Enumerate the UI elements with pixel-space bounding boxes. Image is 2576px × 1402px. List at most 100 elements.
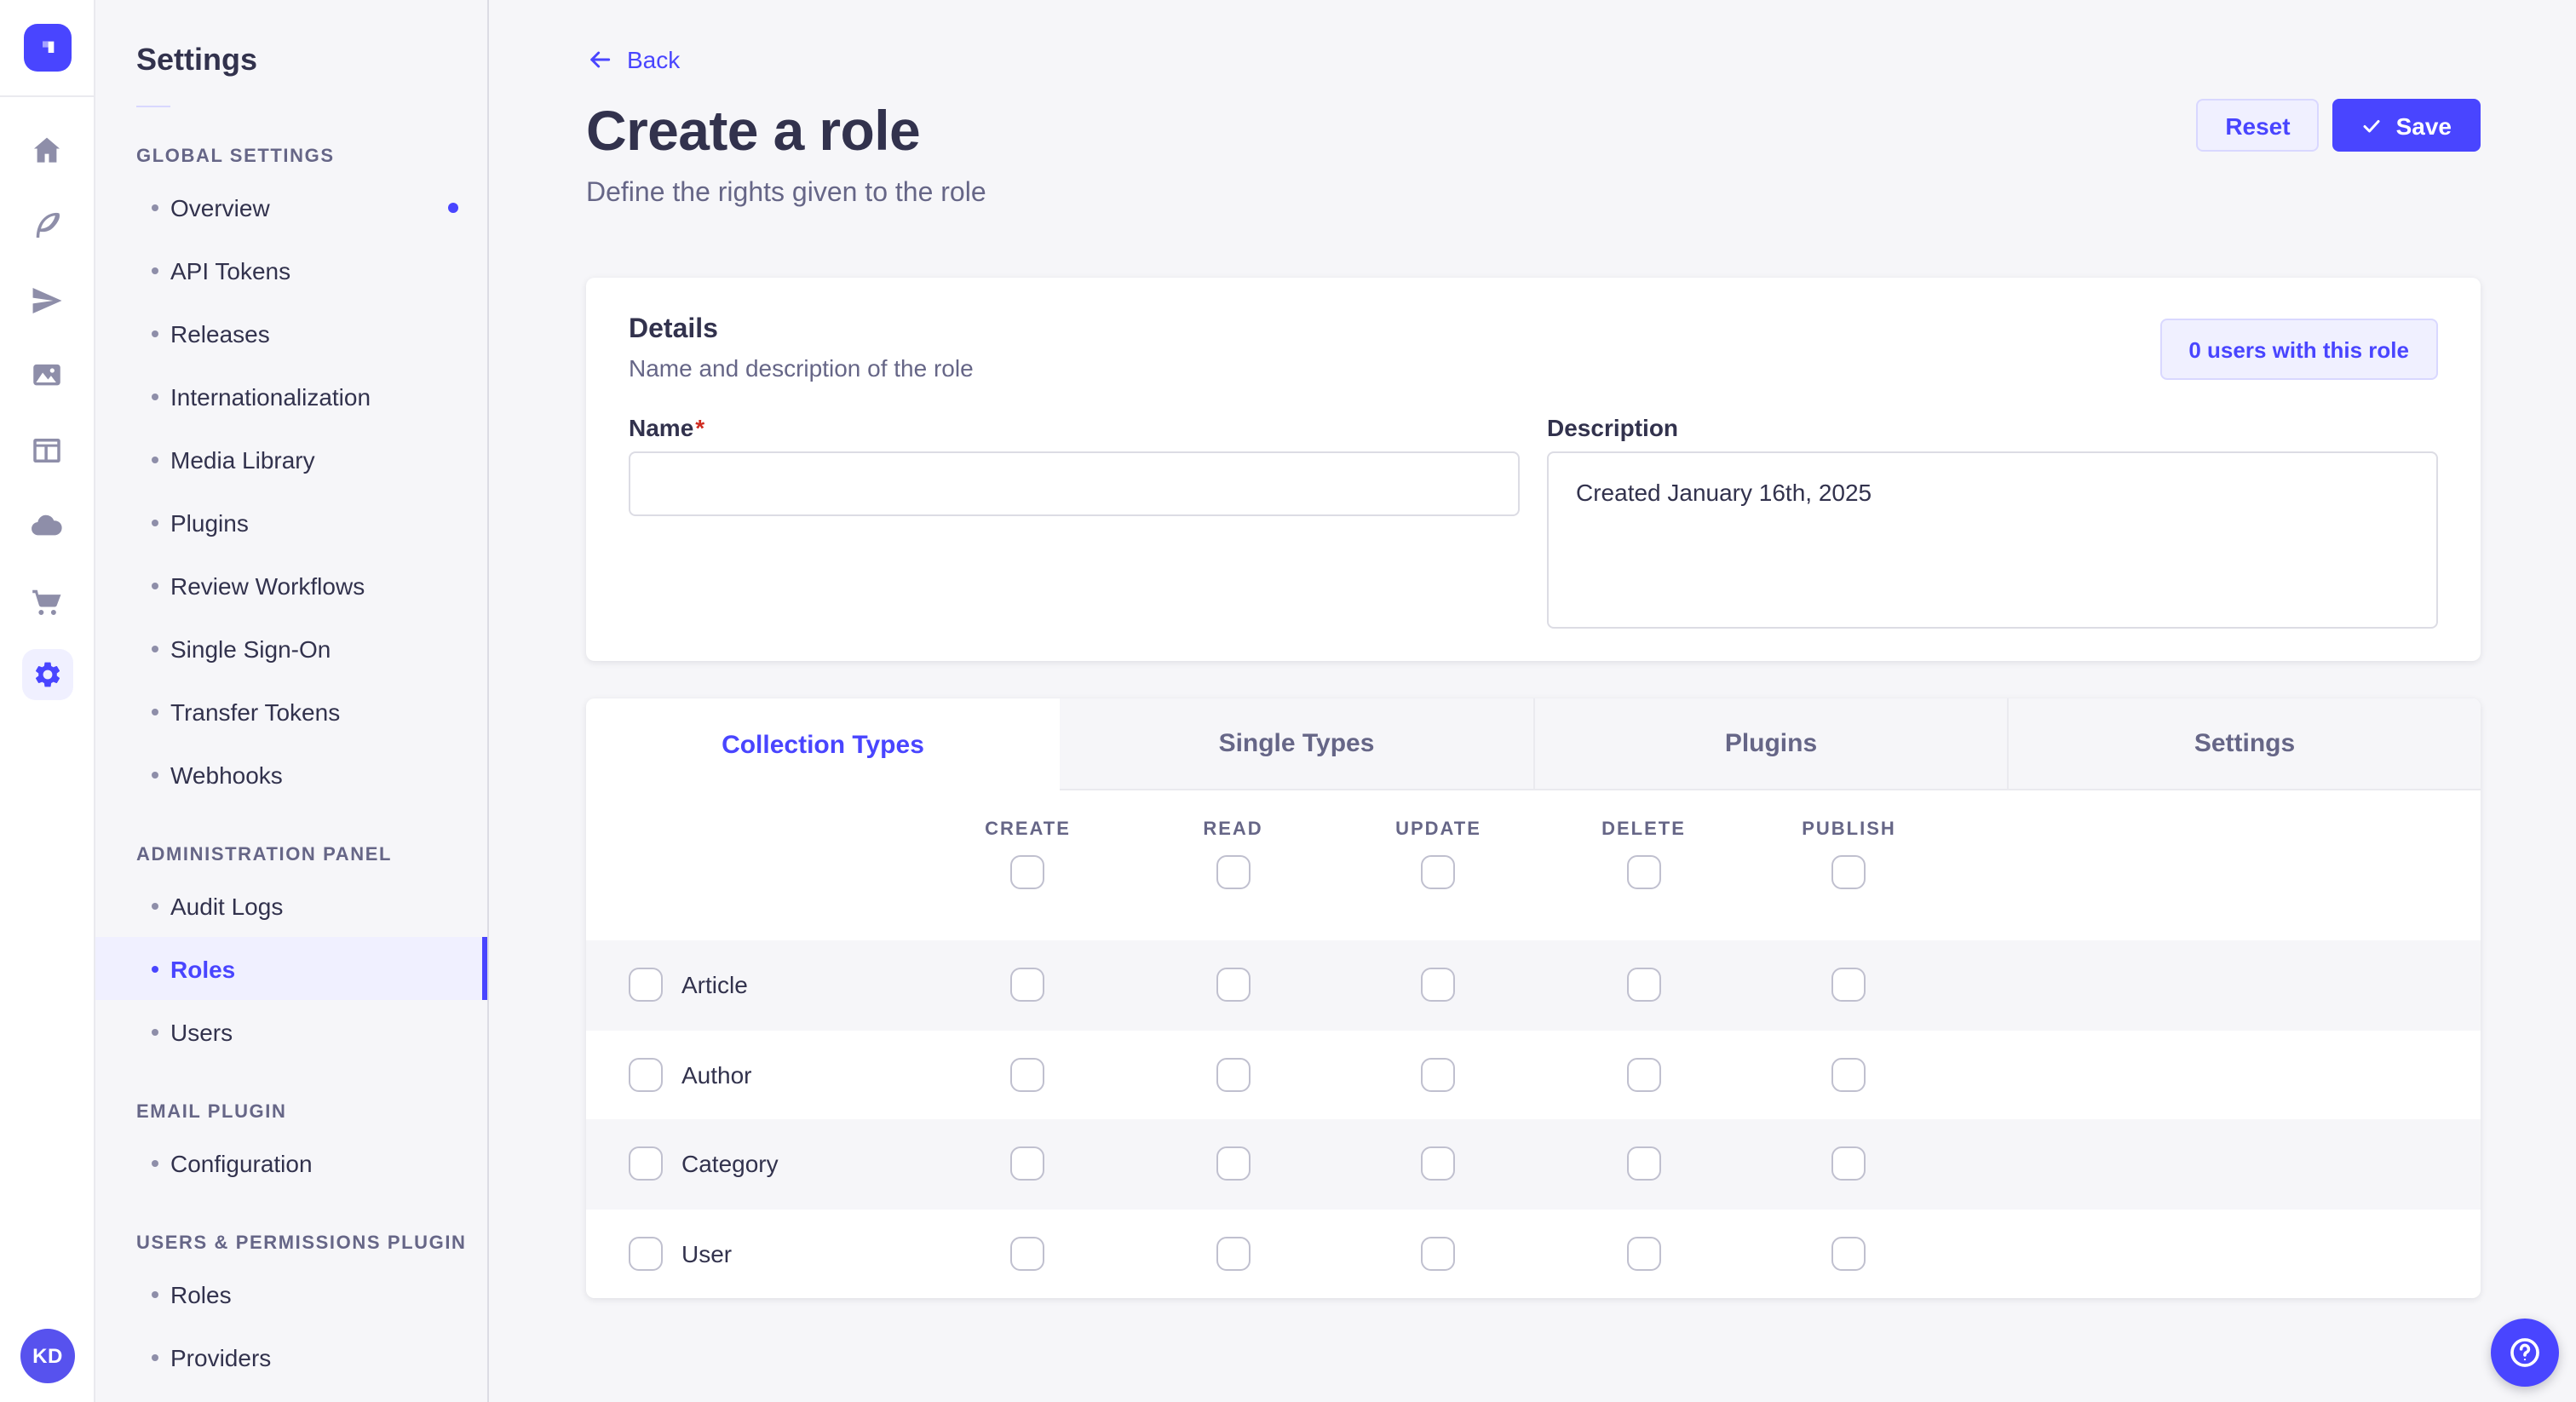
rail-logo-section	[0, 0, 94, 97]
cell-article-create	[925, 968, 1130, 1003]
sidebar-item-internationalization[interactable]: Internationalization	[95, 365, 487, 428]
bullet-icon	[152, 1353, 158, 1360]
sidebar-divider	[136, 106, 170, 107]
sidebar-item-label: Media Library	[170, 445, 315, 473]
article-publish-checkbox[interactable]	[1831, 968, 1866, 1003]
row-category-checkbox[interactable]	[629, 1146, 663, 1181]
sidebar-item-label: Roles	[170, 1280, 232, 1307]
help-button[interactable]	[2491, 1319, 2559, 1387]
tab-settings[interactable]: Settings	[2007, 698, 2481, 790]
bullet-icon	[152, 771, 158, 778]
category-publish-checkbox[interactable]	[1831, 1146, 1866, 1181]
category-delete-checkbox[interactable]	[1626, 1146, 1661, 1181]
sidebar-item-plugins[interactable]: Plugins	[95, 491, 487, 554]
back-link[interactable]: Back	[586, 46, 680, 73]
category-update-checkbox[interactable]	[1421, 1146, 1456, 1181]
marketplace-cart-icon[interactable]	[9, 562, 84, 637]
save-button[interactable]: Save	[2332, 99, 2481, 152]
send-icon[interactable]	[9, 262, 84, 337]
back-label: Back	[627, 46, 681, 73]
column-header-publish: PUBLISH	[1746, 790, 1952, 940]
cell-article-update	[1336, 968, 1541, 1003]
sidebar-item-api-tokens[interactable]: API Tokens	[95, 238, 487, 302]
column-header-delete: DELETE	[1541, 790, 1746, 940]
category-create-checkbox[interactable]	[1010, 1146, 1045, 1181]
sidebar-item-providers[interactable]: Providers	[95, 1325, 487, 1388]
row-label: Article	[681, 971, 748, 999]
bullet-icon	[152, 393, 158, 399]
select-all-create-checkbox[interactable]	[1010, 855, 1045, 889]
name-label-text: Name	[629, 414, 694, 441]
tab-collection-types[interactable]: Collection Types	[586, 698, 1060, 790]
row-name-cell: Article	[586, 968, 925, 1003]
cell-author-read	[1130, 1057, 1336, 1092]
user-read-checkbox[interactable]	[1216, 1236, 1251, 1271]
description-textarea[interactable]	[1547, 451, 2438, 629]
strapi-logo[interactable]	[23, 24, 71, 72]
column-header-label: READ	[1203, 819, 1263, 840]
reset-button[interactable]: Reset	[2196, 99, 2320, 152]
sidebar-item-releases[interactable]: Releases	[95, 302, 487, 365]
users-with-role-button[interactable]: 0 users with this role	[2159, 319, 2438, 380]
select-all-update-checkbox[interactable]	[1421, 855, 1456, 889]
article-update-checkbox[interactable]	[1421, 968, 1456, 1003]
user-update-checkbox[interactable]	[1421, 1236, 1456, 1271]
strapi-logo-glyph	[42, 41, 54, 53]
select-all-publish-checkbox[interactable]	[1831, 855, 1866, 889]
select-all-read-checkbox[interactable]	[1216, 855, 1251, 889]
column-header-label: DELETE	[1601, 819, 1686, 840]
name-input[interactable]	[629, 451, 1520, 516]
row-user-checkbox[interactable]	[629, 1236, 663, 1271]
check-icon	[2364, 119, 2381, 132]
cell-author-publish	[1746, 1057, 1952, 1092]
tab-plugins[interactable]: Plugins	[1533, 698, 2007, 790]
layout-icon[interactable]	[9, 412, 84, 487]
content-builder-icon[interactable]	[9, 187, 84, 262]
sidebar-item-users[interactable]: Users	[95, 1000, 487, 1063]
sidebar-section-label: USERS & PERMISSIONS PLUGIN	[136, 1233, 467, 1254]
author-create-checkbox[interactable]	[1010, 1057, 1045, 1092]
category-read-checkbox[interactable]	[1216, 1146, 1251, 1181]
cell-category-delete	[1541, 1146, 1746, 1181]
user-delete-checkbox[interactable]	[1626, 1236, 1661, 1271]
sidebar-item-media-library[interactable]: Media Library	[95, 428, 487, 491]
article-read-checkbox[interactable]	[1216, 968, 1251, 1003]
sidebar-item-roles[interactable]: Roles	[95, 937, 487, 1000]
cell-article-publish	[1746, 968, 1952, 1003]
permissions-table-header: CREATE READ UPDATE DELETE PUBLISH	[586, 790, 2481, 940]
sidebar-item-label: Internationalization	[170, 382, 371, 410]
bullet-icon	[152, 330, 158, 336]
cloud-icon[interactable]	[9, 487, 84, 562]
sidebar-item-transfer-tokens[interactable]: Transfer Tokens	[95, 680, 487, 743]
sidebar-item-single-sign-on[interactable]: Single Sign-On	[95, 617, 487, 680]
column-header-update: UPDATE	[1336, 790, 1541, 940]
row-author-checkbox[interactable]	[629, 1057, 663, 1092]
author-publish-checkbox[interactable]	[1831, 1057, 1866, 1092]
sidebar-section-label: EMAIL PLUGIN	[136, 1102, 287, 1123]
article-delete-checkbox[interactable]	[1626, 968, 1661, 1003]
sidebar-item-configuration[interactable]: Configuration	[95, 1131, 487, 1194]
settings-gear-icon[interactable]	[9, 637, 84, 712]
row-article-checkbox[interactable]	[629, 968, 663, 1003]
sidebar-item-audit-logs[interactable]: Audit Logs	[95, 874, 487, 937]
sidebar-item-webhooks[interactable]: Webhooks	[95, 743, 487, 806]
author-delete-checkbox[interactable]	[1626, 1057, 1661, 1092]
sidebar-item-roles[interactable]: Roles	[95, 1262, 487, 1325]
sidebar-item-overview[interactable]: Overview	[95, 175, 487, 238]
bullet-icon	[152, 204, 158, 210]
user-create-checkbox[interactable]	[1010, 1236, 1045, 1271]
user-publish-checkbox[interactable]	[1831, 1236, 1866, 1271]
media-library-icon[interactable]	[9, 337, 84, 412]
row-name-cell: Author	[586, 1057, 925, 1092]
tab-single-types[interactable]: Single Types	[1060, 698, 1533, 790]
author-update-checkbox[interactable]	[1421, 1057, 1456, 1092]
user-avatar[interactable]: KD	[20, 1329, 75, 1383]
sidebar-section-label: ADMINISTRATION PANEL	[136, 845, 393, 865]
home-icon[interactable]	[9, 112, 84, 187]
author-read-checkbox[interactable]	[1216, 1057, 1251, 1092]
article-create-checkbox[interactable]	[1010, 968, 1045, 1003]
sidebar-item-review-workflows[interactable]: Review Workflows	[95, 554, 487, 617]
sidebar-item-label: Providers	[170, 1343, 272, 1370]
select-all-delete-checkbox[interactable]	[1626, 855, 1661, 889]
